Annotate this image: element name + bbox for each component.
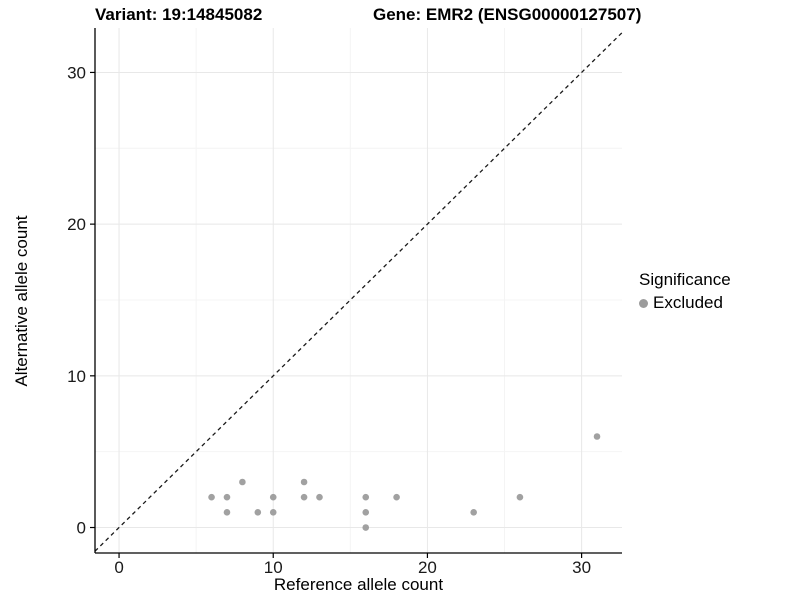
legend-point-icon: [639, 298, 648, 308]
data-point: [223, 509, 231, 516]
legend-title: Significance: [639, 270, 731, 289]
x-axis-label: Reference allele count: [273, 575, 444, 594]
identity-line: [94, 32, 623, 552]
data-point: [470, 509, 477, 516]
data-point: [300, 478, 308, 486]
x-tick-label: 20: [418, 558, 437, 577]
y-tick-label: 20: [67, 215, 86, 234]
data-point: [393, 493, 400, 501]
legend-entry-excluded: Excluded: [636, 293, 731, 313]
data-point: [208, 493, 215, 501]
y-tick-label: 30: [67, 63, 86, 82]
x-tick-label: 0: [114, 558, 123, 577]
y-tick-label: 10: [67, 367, 86, 386]
x-tick-label: 30: [572, 558, 591, 577]
data-point: [316, 493, 323, 501]
data-point: [269, 493, 277, 501]
data-point: [300, 493, 308, 501]
x-tick-label: 10: [264, 558, 283, 577]
data-point: [362, 493, 370, 501]
y-tick-label: 0: [77, 519, 86, 538]
data-point: [254, 509, 262, 516]
data-point: [516, 493, 524, 501]
gene-title: Gene: EMR2 (ENSG00000127507): [373, 5, 642, 24]
data-point: [362, 524, 370, 531]
data-point: [223, 493, 231, 501]
data-point: [593, 433, 601, 440]
data-point: [362, 509, 370, 516]
variant-title: Variant: 19:14845082: [95, 5, 263, 24]
legend-entry-label: Excluded: [653, 293, 723, 312]
data-point: [239, 478, 246, 486]
legend: Significance Excluded: [636, 270, 731, 313]
data-point: [269, 509, 277, 516]
